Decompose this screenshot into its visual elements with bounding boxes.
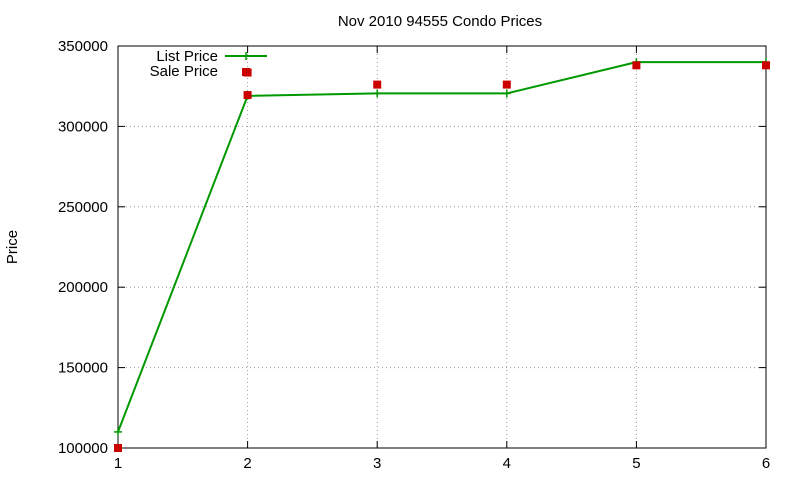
x-tick-label: 1 (114, 455, 122, 472)
x-tick-label: 4 (503, 455, 511, 472)
series-layer (114, 58, 770, 452)
list-price-line (117, 61, 766, 433)
x-tick-label: 2 (243, 455, 251, 472)
legend-label-list-price: List Price (156, 48, 218, 65)
sale-price-point (243, 91, 252, 100)
y-tick-label: 300000 (58, 118, 108, 135)
y-tick-label: 250000 (58, 199, 108, 216)
y-tick-label: 200000 (58, 279, 108, 296)
legend-label-sale-price: Sale Price (150, 63, 218, 80)
y-tick-label: 150000 (58, 360, 108, 377)
sale-price-point (502, 80, 511, 89)
sale-price-point (632, 61, 641, 70)
x-tick-label: 3 (373, 455, 381, 472)
y-tick-label: 350000 (58, 38, 108, 55)
legend-marker-list-price (242, 52, 250, 60)
chart-title: Nov 2010 94555 Condo Prices (338, 13, 542, 30)
axis-ticks: 1 2 3 4 5 6 100000 150000 200000 250000 300000 3500… (58, 38, 770, 472)
sale-price-point (762, 61, 770, 70)
x-tick-label: 6 (762, 455, 770, 472)
y-axis-label: Price (4, 230, 21, 264)
plot-frame (117, 45, 767, 449)
grid-lines (118, 46, 766, 448)
x-tick-label: 5 (632, 455, 640, 472)
list-price-point (114, 427, 122, 436)
legend-marker-sale-price (242, 68, 250, 76)
sale-price-point (373, 80, 382, 89)
y-tick-label: 100000 (58, 440, 108, 457)
list-price-point (373, 89, 382, 98)
sale-price-point (114, 444, 122, 452)
list-price-point (502, 89, 511, 98)
